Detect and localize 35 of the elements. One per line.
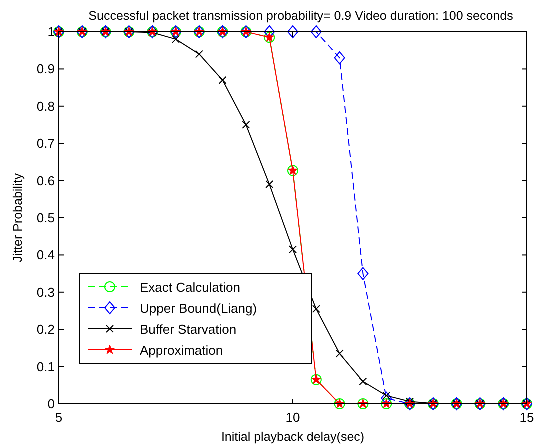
point <box>242 121 250 129</box>
y-tick-label: 1 <box>48 24 55 40</box>
y-tick-label: 0.4 <box>36 248 55 263</box>
point <box>334 52 346 65</box>
point <box>195 50 204 58</box>
x-tick-label: 10 <box>286 410 300 425</box>
legend-label: Approximation <box>140 343 224 358</box>
point <box>289 246 297 254</box>
point <box>336 350 344 358</box>
x-tick-label: 15 <box>520 410 534 425</box>
point <box>310 26 322 38</box>
legend-label: Upper Bound(Liang) <box>140 301 258 316</box>
y-tick-label: 0.2 <box>36 322 55 338</box>
chart-title: Successful packet transmission probability= 0.9 Video duration: 100 seconds <box>88 9 514 23</box>
point <box>312 305 320 314</box>
y-tick-label: 0.8 <box>36 98 55 114</box>
y-tick-label: 0.1 <box>36 359 55 374</box>
point <box>172 35 180 44</box>
x-tick-label: 5 <box>55 410 63 425</box>
x-axis-title: Initial playback delay(sec) <box>221 430 365 444</box>
point <box>358 267 369 280</box>
point <box>218 76 227 84</box>
y-tick-label: 0.7 <box>36 136 55 152</box>
point <box>288 26 298 38</box>
y-tick-label: 0.5 <box>36 210 55 226</box>
legend-label: Buffer Starvation <box>140 322 237 337</box>
point <box>359 378 368 386</box>
legend-label: Exact Calculation <box>140 280 240 295</box>
y-tick-label: 0 <box>48 396 55 412</box>
y-tick-label: 0.9 <box>36 62 55 77</box>
y-axis-title: Jitter Probability <box>11 172 25 262</box>
point <box>266 180 274 189</box>
y-tick-label: 0.6 <box>36 173 55 188</box>
y-tick-label: 0.3 <box>36 284 55 300</box>
point <box>382 392 391 400</box>
